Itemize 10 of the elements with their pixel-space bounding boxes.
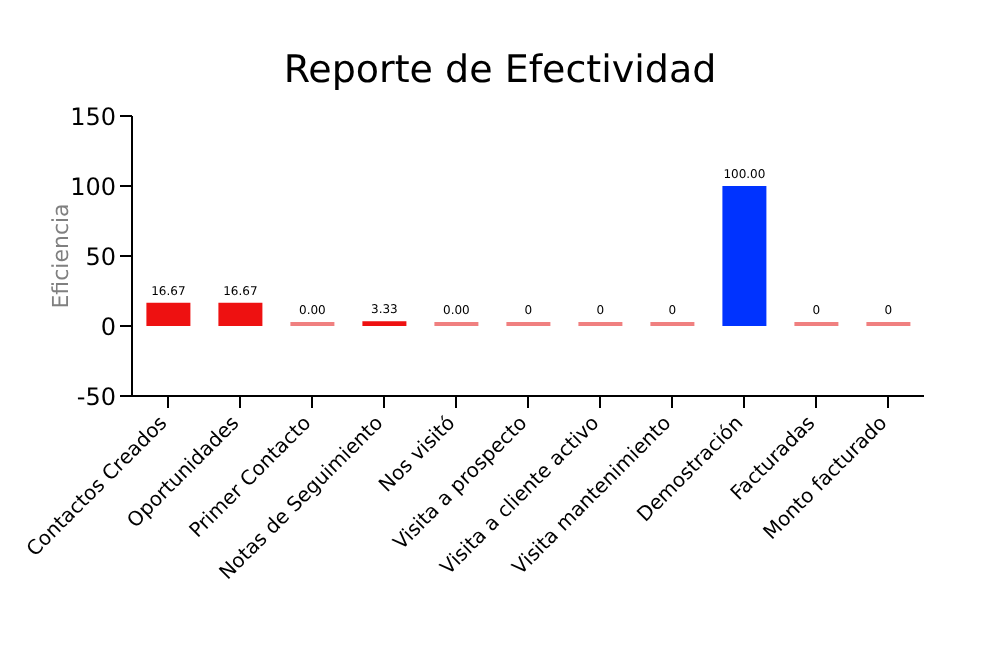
y-tick-label: 150: [70, 102, 116, 131]
chart-title: Reporte de Efectividad: [281, 48, 719, 96]
bar: [146, 302, 191, 326]
y-tick-label: 100: [70, 172, 116, 201]
y-tick-label: 0: [100, 312, 116, 341]
bar: [722, 186, 767, 326]
bar: [218, 302, 263, 326]
y-axis-title: Eficiencia: [47, 203, 74, 309]
y-tick-label: -50: [76, 382, 116, 411]
y-tick-label: 50: [85, 242, 116, 271]
